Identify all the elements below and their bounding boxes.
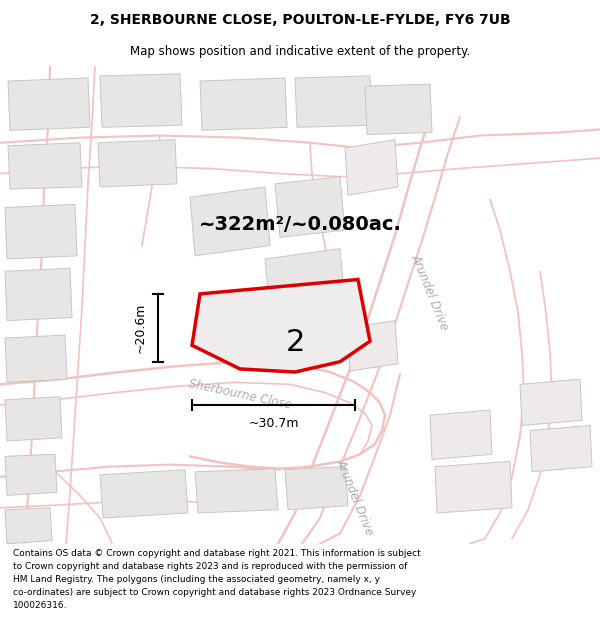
Text: Sherbourne Close: Sherbourne Close: [187, 378, 293, 412]
Polygon shape: [8, 78, 90, 131]
Text: 2, SHERBOURNE CLOSE, POULTON-LE-FYLDE, FY6 7UB: 2, SHERBOURNE CLOSE, POULTON-LE-FYLDE, F…: [89, 12, 511, 27]
Polygon shape: [200, 78, 287, 131]
Text: Arundel Drive: Arundel Drive: [334, 458, 376, 538]
Polygon shape: [265, 249, 345, 312]
Text: Arundel Drive: Arundel Drive: [409, 252, 451, 332]
Polygon shape: [98, 139, 177, 187]
Polygon shape: [348, 321, 398, 371]
Polygon shape: [195, 469, 278, 513]
Text: Map shows position and indicative extent of the property.: Map shows position and indicative extent…: [130, 45, 470, 58]
Text: ~322m²/~0.080ac.: ~322m²/~0.080ac.: [199, 216, 401, 234]
Polygon shape: [8, 142, 82, 189]
Polygon shape: [5, 397, 62, 441]
Text: Contains OS data © Crown copyright and database right 2021. This information is : Contains OS data © Crown copyright and d…: [13, 549, 421, 610]
Polygon shape: [285, 467, 348, 510]
Polygon shape: [275, 177, 345, 238]
Text: ~20.6m: ~20.6m: [133, 302, 146, 353]
Polygon shape: [100, 74, 182, 128]
Polygon shape: [295, 76, 372, 128]
Polygon shape: [430, 410, 492, 459]
Polygon shape: [100, 470, 188, 518]
Polygon shape: [5, 335, 67, 382]
Polygon shape: [530, 426, 592, 472]
Polygon shape: [190, 187, 270, 256]
Polygon shape: [192, 279, 370, 372]
Polygon shape: [345, 139, 398, 195]
Text: ~30.7m: ~30.7m: [248, 417, 299, 430]
Polygon shape: [520, 379, 582, 426]
Polygon shape: [5, 204, 77, 259]
Polygon shape: [5, 454, 57, 496]
Polygon shape: [435, 461, 512, 513]
Polygon shape: [5, 268, 72, 321]
Polygon shape: [5, 508, 52, 544]
Polygon shape: [365, 84, 432, 134]
Text: 2: 2: [286, 328, 305, 357]
